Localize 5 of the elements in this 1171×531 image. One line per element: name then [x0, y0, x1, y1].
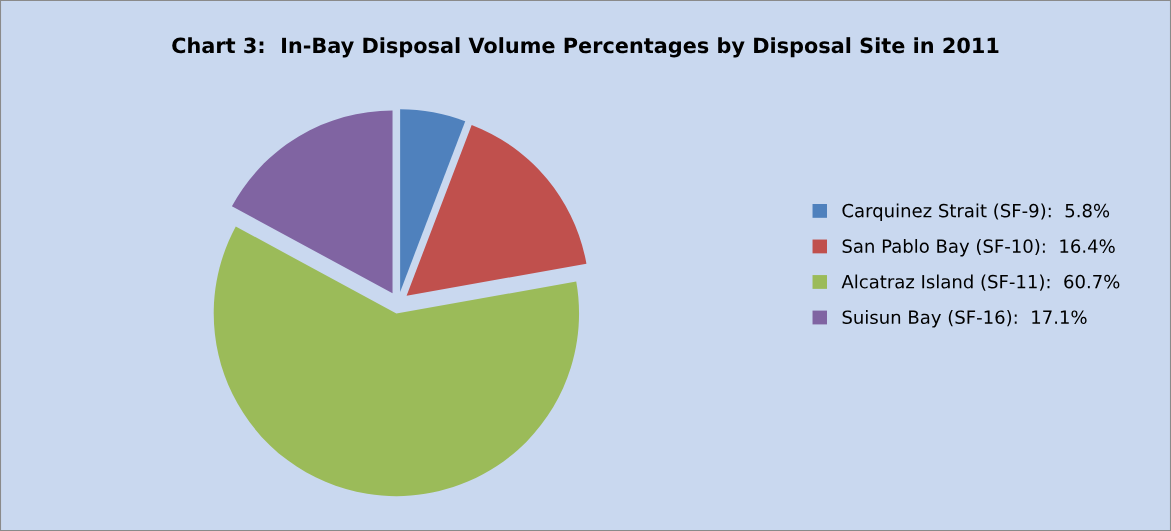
legend-label: Suisun Bay (SF-16): 17.1% [842, 310, 1087, 328]
legend-label: San Pablo Bay (SF-10): 16.4% [842, 239, 1115, 257]
legend-label: Alcatraz Island (SF-11): 60.7% [841, 274, 1120, 291]
legend-label: Carquinez Strait (SF-9): 5.8% [842, 203, 1110, 221]
chart-title: Chart 3: In-Bay Disposal Volume Percentages by Disposal Site in 2011 [172, 37, 999, 58]
